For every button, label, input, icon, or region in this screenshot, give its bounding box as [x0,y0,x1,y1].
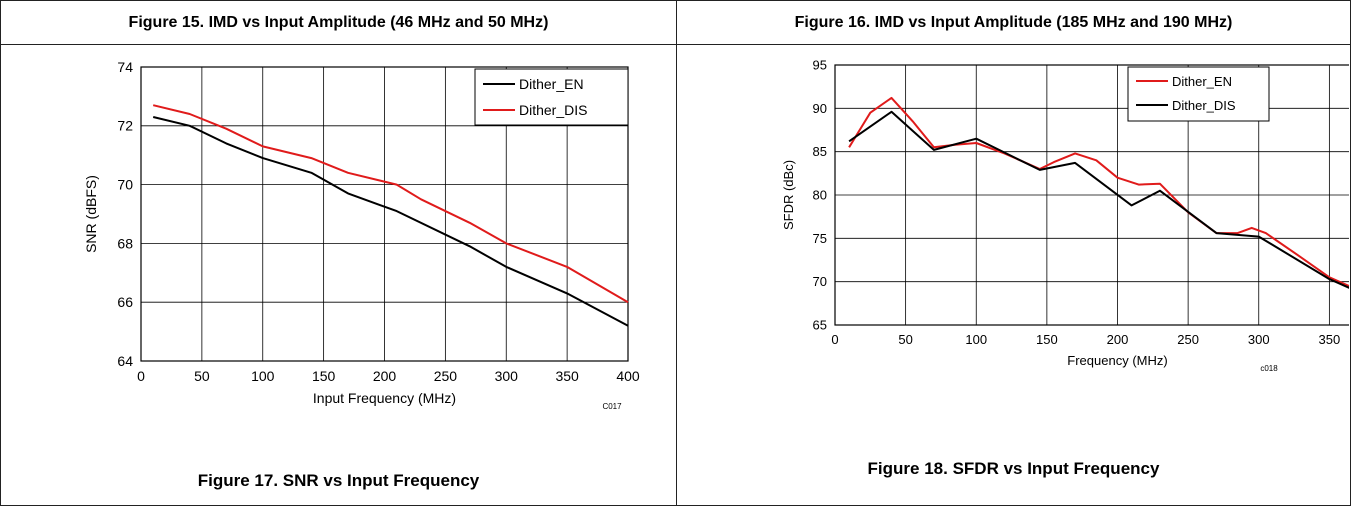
y-tick-label: 70 [813,274,827,289]
y-tick-label: 65 [813,318,827,333]
y-tick-label: 75 [813,231,827,246]
legend-label: Dither_EN [519,76,584,92]
y-tick-label: 68 [117,235,133,251]
x-tick-label: 50 [898,332,912,347]
y-tick-label: 85 [813,144,827,159]
x-tick-label: 400 [616,368,640,384]
x-tick-label: 250 [1177,332,1199,347]
x-tick-label: 200 [1107,332,1129,347]
series-line-dither-dis [848,110,1349,289]
x-tick-label: 250 [434,368,458,384]
x-tick-label: 200 [373,368,397,384]
snr-chart: 0 50 100 150 200 250 300 350 400 64 66 68 70 72 74 Inpu… [83,59,640,411]
figure-code: C017 [602,402,622,411]
figure-code: c018 [1260,364,1278,373]
x-tick-label: 100 [965,332,987,347]
y-axis-label: SNR (dBFS) [83,175,99,253]
y-tick-label: 74 [117,59,133,75]
figure-caption: Figure 18. SFDR vs Input Frequency [867,459,1160,478]
y-tick-label: 95 [813,58,827,73]
x-tick-label: 0 [137,368,145,384]
legend-label: Dither_EN [1172,74,1232,89]
figure-caption: Figure 17. SNR vs Input Frequency [197,471,480,490]
figure-panel-left: Figure 15. IMD vs Input Amplitude (46 MH… [0,0,677,506]
legend-box [474,68,629,126]
legend-label: Dither_DIS [1172,98,1236,113]
x-tick-label: 350 [555,368,579,384]
x-axis-label: Input Frequency (MHz) [313,390,456,406]
plot-area [834,64,1349,326]
x-axis-label: Frequency (MHz) [1067,353,1167,368]
x-tick-label: 150 [1036,332,1058,347]
x-tick-label: 100 [251,368,275,384]
x-tick-label: 350 [1319,332,1341,347]
y-tick-label: 66 [117,294,133,310]
series-line-dither-dis [152,104,629,304]
x-tick-label: 50 [194,368,210,384]
figure-header: Figure 16. IMD vs Input Amplitude (185 M… [677,1,1350,45]
sfdr-chart: 05010015020025030035040065707580859095Fr… [781,58,1349,373]
x-tick-label: 300 [495,368,519,384]
y-tick-label: 80 [813,188,827,203]
plot-area [140,66,629,362]
figure-header: Figure 15. IMD vs Input Amplitude (46 MH… [1,1,676,45]
figure-panel-right: Figure 16. IMD vs Input Amplitude (185 M… [677,0,1351,506]
y-tick-label: 64 [117,353,133,369]
x-tick-label: 300 [1248,332,1270,347]
y-tick-label: 72 [117,118,133,134]
y-axis-label: SFDR (dBc) [781,160,796,230]
legend-label: Dither_DIS [519,102,587,118]
y-tick-label: 70 [117,177,133,193]
legend-box [1127,66,1270,122]
x-tick-label: 150 [312,368,336,384]
y-tick-label: 90 [813,101,827,116]
x-tick-label: 0 [831,332,838,347]
series-line-dither-en [848,96,1349,288]
series-line-dither-en [152,116,629,327]
